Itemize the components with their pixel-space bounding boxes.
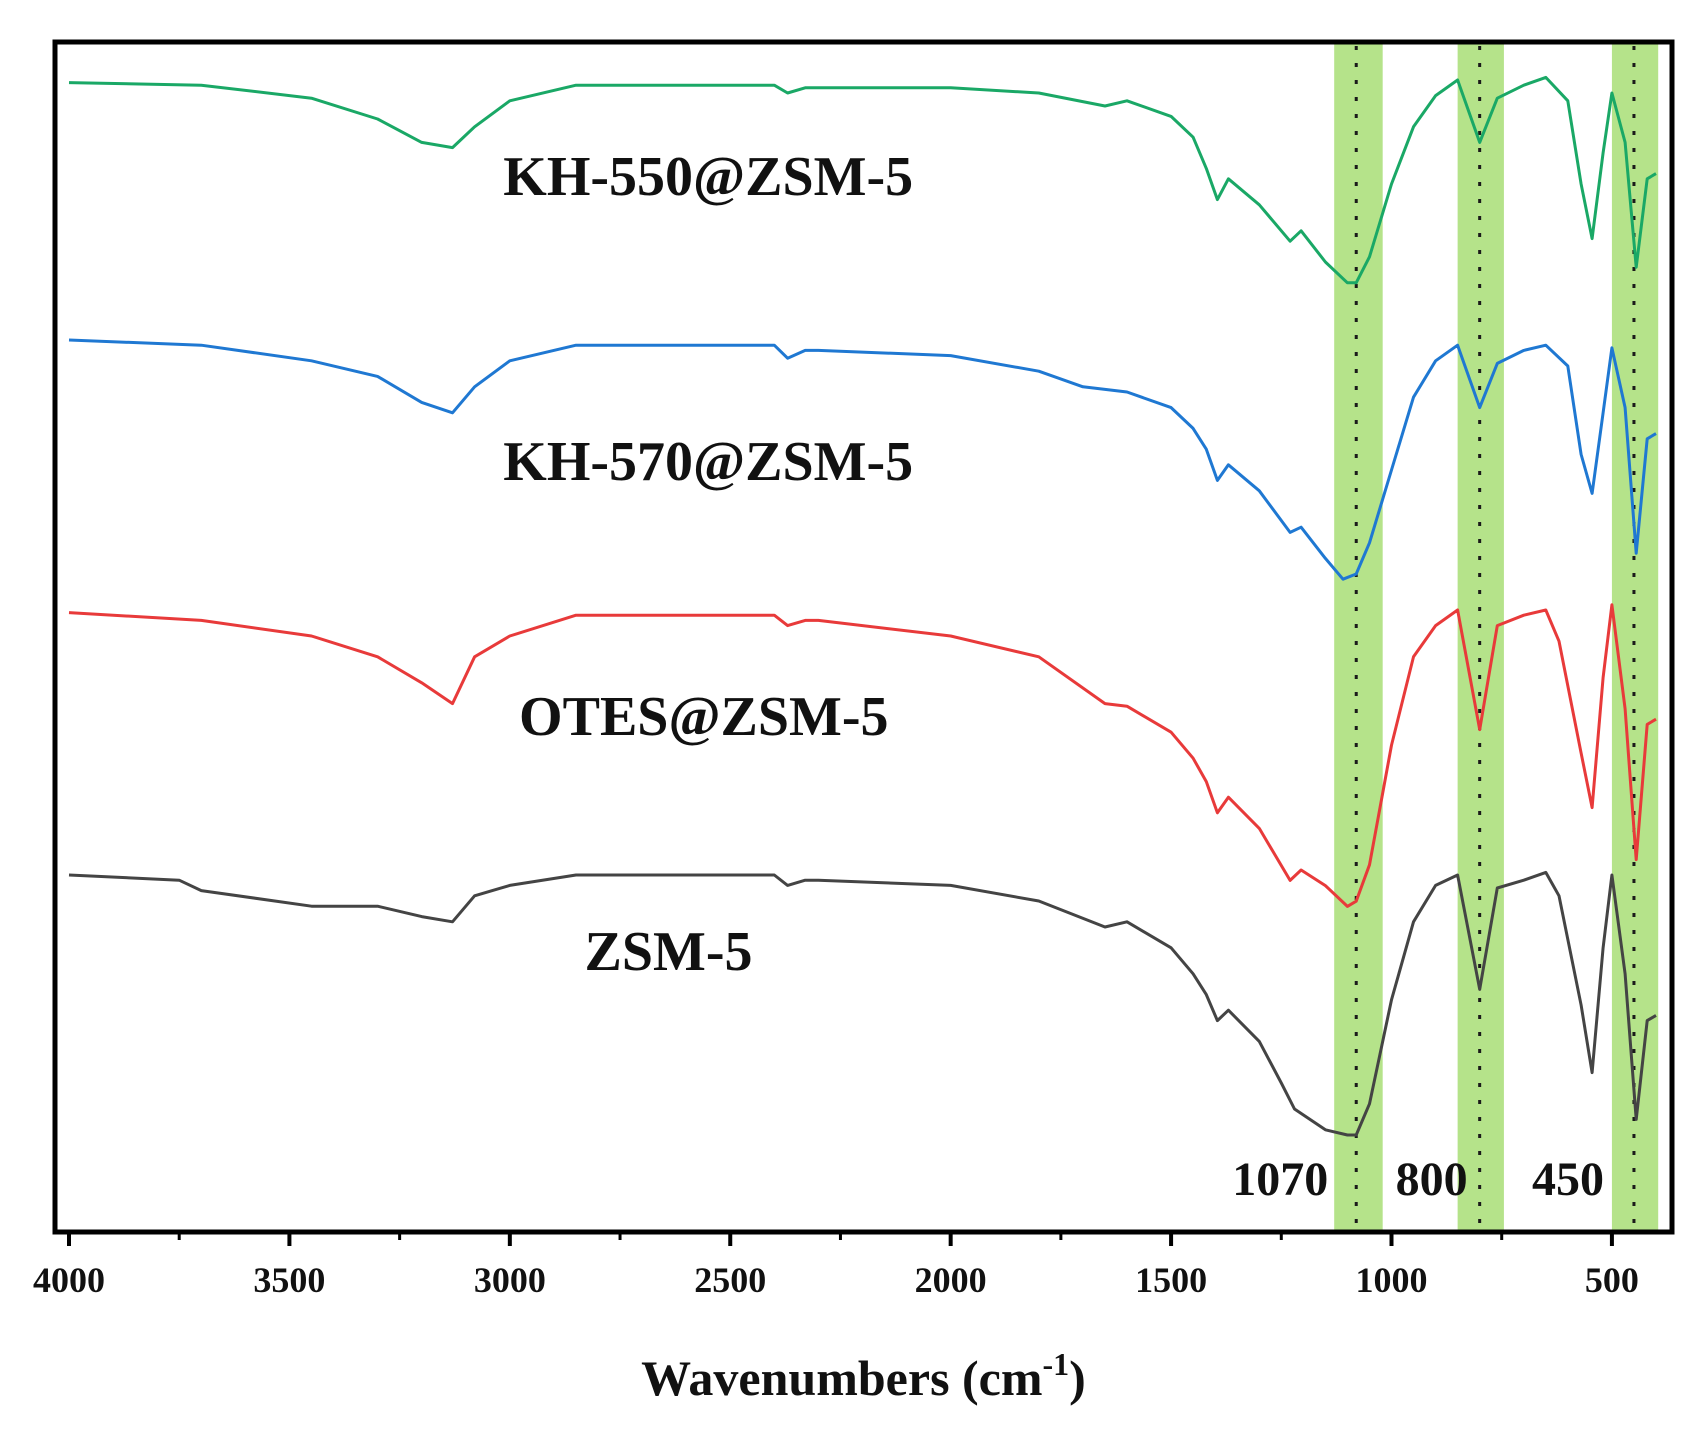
x-axis-title-suffix: ) xyxy=(1069,1350,1086,1406)
series-label-2: KH-570@ZSM-5 xyxy=(503,431,913,493)
highlight-band-450 xyxy=(1611,42,1659,1232)
highlight-band-800 xyxy=(1457,42,1504,1232)
x-axis-title: Wavenumbers (cm-1) xyxy=(641,1346,1086,1406)
x-tick-label-500: 500 xyxy=(1585,1260,1639,1300)
series-label-3: OTES@ZSM-5 xyxy=(519,686,889,748)
x-tick-label-2000: 2000 xyxy=(915,1260,987,1300)
x-tick-label-3500: 3500 xyxy=(253,1260,325,1300)
series-line-4 xyxy=(68,870,1657,1137)
series-label-4: ZSM-5 xyxy=(585,921,753,983)
x-axis: 4000 3500 3000 2500 2000 1500 1000 500 xyxy=(33,1232,1639,1300)
band-label-800: 800 xyxy=(1396,1153,1468,1206)
band-label-450: 450 xyxy=(1532,1153,1604,1206)
x-tick-label-1500: 1500 xyxy=(1135,1260,1207,1300)
plot-frame xyxy=(52,39,1675,1235)
series-line-1 xyxy=(68,75,1657,285)
series-line-2 xyxy=(68,338,1657,581)
x-tick-label-2500: 2500 xyxy=(694,1260,766,1300)
highlight-band-1070 xyxy=(1334,42,1383,1232)
series-label-1: KH-550@ZSM-5 xyxy=(503,146,913,208)
series-labels: KH-550@ZSM-5 KH-570@ZSM-5 OTES@ZSM-5 ZSM-5 xyxy=(503,146,913,983)
x-tick-label-1000: 1000 xyxy=(1356,1260,1428,1300)
x-axis-title-text: Wavenumbers (cm xyxy=(641,1350,1042,1406)
x-tick-label-3000: 3000 xyxy=(474,1260,546,1300)
band-label-1070: 1070 xyxy=(1232,1153,1328,1206)
series-line-3 xyxy=(68,603,1657,908)
series-lines xyxy=(68,75,1657,1137)
x-axis-title-superscript: -1 xyxy=(1043,1346,1070,1382)
x-tick-label-4000: 4000 xyxy=(33,1260,105,1300)
